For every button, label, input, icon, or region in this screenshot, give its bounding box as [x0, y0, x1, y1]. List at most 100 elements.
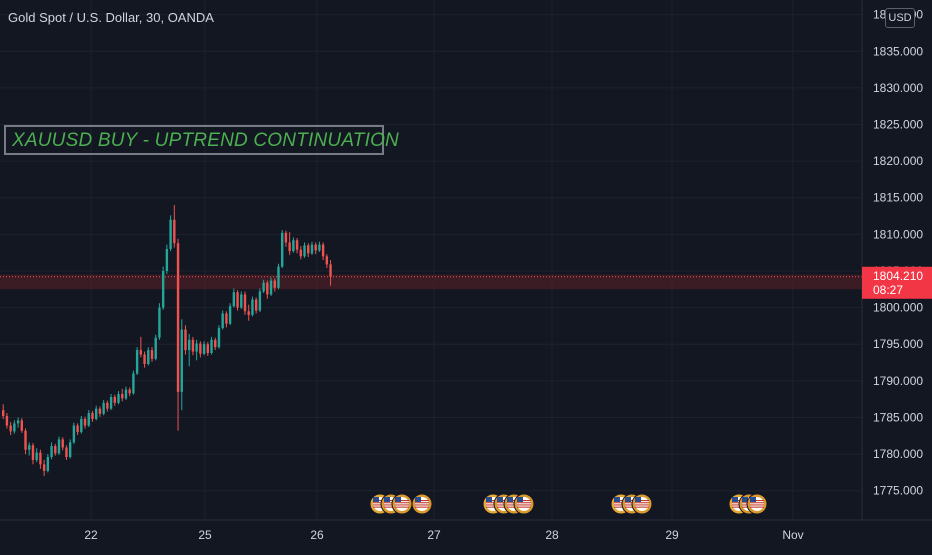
candle-body — [251, 299, 254, 315]
bar-countdown: 08:27 — [873, 283, 903, 297]
economic-events[interactable] — [369, 493, 768, 515]
candle-body — [135, 350, 139, 374]
candle-body — [262, 282, 265, 292]
candle-body — [42, 464, 46, 471]
candle-body — [243, 294, 247, 312]
candle-body — [147, 350, 150, 364]
candle-body — [5, 416, 9, 426]
candle-body — [299, 249, 302, 257]
candle-body — [128, 389, 131, 394]
candle-body — [202, 344, 206, 354]
candle-body — [303, 245, 306, 257]
time-axis-bg — [0, 520, 932, 550]
time-tick-label: 22 — [84, 528, 98, 542]
price-tick-label: 1790.000 — [873, 374, 923, 388]
candle-body — [214, 339, 217, 348]
candle-body — [210, 339, 213, 354]
current-price-zone — [0, 274, 862, 290]
us-flag-event-icon[interactable] — [631, 493, 653, 515]
candle-body — [277, 266, 280, 288]
currency-button[interactable]: USD — [885, 8, 915, 28]
candle-body — [109, 396, 113, 409]
candle-body — [307, 245, 310, 254]
price-tick-label: 1780.000 — [873, 447, 923, 461]
candles — [2, 205, 332, 477]
candle-body — [217, 328, 221, 348]
candle-body — [273, 280, 276, 288]
candle-body — [325, 256, 329, 265]
candle-body — [121, 394, 124, 399]
candle-body — [72, 425, 76, 443]
price-tick-label: 1830.000 — [873, 81, 923, 95]
candle-body — [9, 425, 12, 432]
price-zone-rect — [0, 274, 862, 290]
candle-body — [269, 280, 273, 295]
candle-body — [65, 447, 68, 458]
candle-body — [258, 291, 262, 311]
us-flag-event-icon[interactable] — [482, 493, 504, 515]
candle-body — [173, 219, 176, 244]
candle-body — [24, 430, 27, 450]
candle-body — [13, 423, 16, 432]
price-tick-label: 1810.000 — [873, 227, 923, 241]
us-flag-event-icon[interactable] — [746, 493, 768, 515]
candle-body — [247, 311, 250, 315]
candle-body — [39, 452, 42, 465]
candle-body — [184, 329, 187, 351]
candle-body — [225, 313, 228, 324]
candle-body — [284, 232, 288, 243]
candle-body — [295, 240, 299, 250]
candle-body — [329, 264, 332, 277]
candle-body — [2, 410, 5, 416]
candle-body — [318, 244, 321, 251]
candle-body — [76, 425, 79, 433]
candle-body — [310, 244, 314, 254]
candle-body — [188, 339, 191, 351]
candle-body — [292, 240, 295, 252]
time-tick-label: 26 — [310, 528, 324, 542]
candle-body — [143, 354, 146, 364]
us-flag-event-icon[interactable] — [411, 493, 433, 515]
us-flag-event-icon[interactable] — [513, 493, 535, 515]
candle-body — [228, 306, 232, 324]
time-axis[interactable]: 22 25 26 27 28 29 Nov — [0, 519, 932, 550]
candle-body — [281, 232, 284, 267]
grid — [0, 0, 862, 520]
candle-body — [106, 402, 109, 409]
us-flag-event-icon[interactable] — [391, 493, 413, 515]
candle-body — [68, 442, 72, 458]
candle-body — [28, 445, 31, 450]
price-tick-label: 1825.000 — [873, 118, 923, 132]
candle-body — [117, 394, 120, 403]
symbol-title[interactable]: Gold Spot / U.S. Dollar, 30, OANDA — [8, 10, 214, 25]
price-tick-label: 1835.000 — [873, 44, 923, 58]
price-tick-label: 1785.000 — [873, 410, 923, 424]
time-tick-label: 28 — [545, 528, 559, 542]
time-tick-label: 25 — [198, 528, 212, 542]
annotation-box[interactable]: XAUUSD BUY - UPTREND CONTINUATION — [4, 125, 399, 155]
candle-body — [158, 307, 161, 338]
candle-body — [288, 242, 291, 252]
candle-body — [35, 452, 38, 460]
time-tick-label: 27 — [427, 528, 441, 542]
price-tick-label: 1820.000 — [873, 154, 923, 168]
candle-body — [20, 420, 23, 431]
candle-body — [232, 292, 236, 307]
time-tick-label: Nov — [782, 528, 803, 542]
candle-body — [83, 418, 87, 426]
candle-body — [91, 413, 94, 419]
candle-body — [113, 396, 116, 403]
candle-body — [57, 439, 61, 454]
candle-body — [80, 418, 83, 433]
candle-body — [314, 244, 317, 251]
candle-body — [206, 344, 209, 354]
candle-body — [161, 270, 165, 308]
candle-body — [321, 244, 325, 257]
candle-body — [180, 329, 183, 392]
candle-body — [236, 292, 239, 308]
price-tick-label: 1800.000 — [873, 301, 923, 315]
price-tick-label: 1795.000 — [873, 337, 923, 351]
